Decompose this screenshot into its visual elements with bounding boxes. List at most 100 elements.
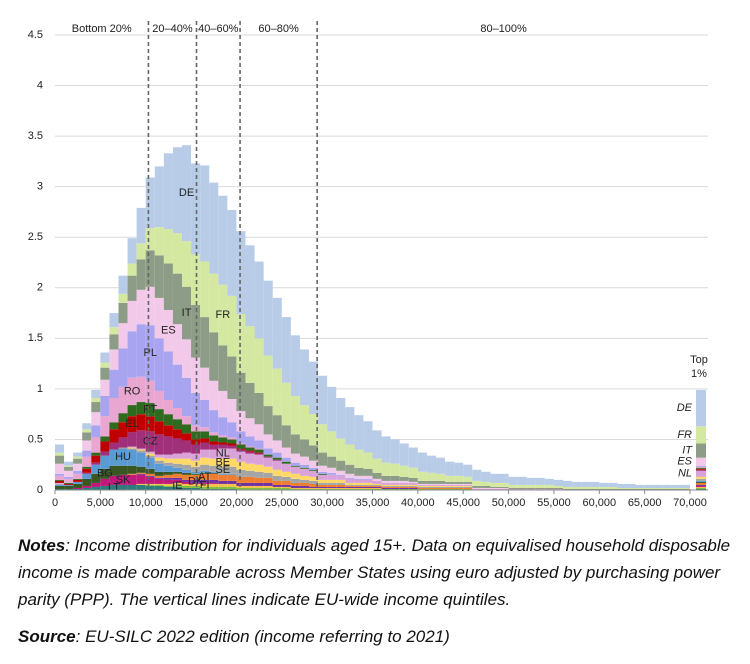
bar-segment <box>426 483 436 485</box>
bar-segment <box>91 486 101 490</box>
bar-segment <box>73 456 83 459</box>
bar-segment <box>245 446 255 448</box>
bar-segment <box>345 464 355 474</box>
bar-segment <box>463 476 473 482</box>
bar-segment <box>172 438 182 454</box>
bar-segment <box>136 430 146 449</box>
bar-segment <box>671 484 681 488</box>
bar-segment <box>363 487 373 489</box>
bar-segment <box>200 427 210 432</box>
bar-segment <box>163 454 173 459</box>
bar-segment <box>136 207 146 244</box>
bar-segment <box>227 488 237 490</box>
bar-segment <box>263 457 273 467</box>
bar-segment <box>91 425 101 438</box>
bar-segment <box>245 487 255 490</box>
bar-segment <box>182 479 192 482</box>
bar-segment <box>55 452 65 456</box>
bar-segment <box>118 484 128 490</box>
country-label: PL <box>144 347 157 359</box>
bar-segment <box>309 470 319 477</box>
top1-segment <box>696 465 706 467</box>
bar-segment <box>200 464 210 471</box>
bar-segment <box>272 460 282 470</box>
bar-segment <box>671 488 681 490</box>
bar-segment <box>91 473 101 483</box>
bar-segment <box>182 416 192 425</box>
bar-segment <box>245 447 255 451</box>
bar-segment <box>127 484 137 490</box>
bar-segment <box>318 452 328 466</box>
bar-segment <box>472 488 482 490</box>
bar-segment <box>127 474 137 485</box>
bar-segment <box>490 482 500 487</box>
bar-segment <box>553 488 563 490</box>
bar-segment <box>454 488 464 490</box>
bar-segment <box>172 273 182 325</box>
bar-segment <box>91 455 101 463</box>
bar-segment <box>372 485 382 487</box>
bar-segment <box>227 443 237 446</box>
bar-segment <box>426 485 436 487</box>
bar-segment <box>363 484 373 486</box>
bar-segment <box>336 488 346 490</box>
bar-segment <box>481 471 491 482</box>
bar-segment <box>191 425 201 432</box>
bar-segment <box>263 482 273 486</box>
bar-segment <box>454 485 464 487</box>
bar-segment <box>345 444 355 465</box>
bar-segment <box>254 424 264 441</box>
bar-segment <box>445 488 455 490</box>
bar-segment <box>318 482 328 485</box>
bar-segment <box>254 392 264 425</box>
bar-segment <box>544 488 554 490</box>
bar-segment <box>91 412 101 426</box>
bar-segment <box>263 472 273 478</box>
bar-segment <box>272 484 282 487</box>
bar-segment <box>581 488 591 490</box>
bar-segment <box>662 484 672 488</box>
bar-segment <box>426 472 436 481</box>
bar-segment <box>290 434 300 454</box>
bar-segment <box>118 437 128 448</box>
bar-segment <box>272 440 282 453</box>
bar-segment <box>653 484 663 488</box>
x-tick-label: 70,000 <box>673 497 707 509</box>
bar-segment <box>100 436 110 442</box>
bar-segment <box>463 488 473 490</box>
bar-segment <box>363 485 373 487</box>
bar-segment <box>436 457 446 474</box>
bar-segment <box>209 458 219 466</box>
bar-segment <box>118 474 128 485</box>
bar-segment <box>281 480 291 485</box>
bar-segment <box>182 286 192 340</box>
bar-segment <box>390 463 400 476</box>
bar-segment <box>309 361 319 415</box>
bar-segment <box>64 482 74 484</box>
bar-segment <box>417 471 427 481</box>
bar-segment <box>191 460 201 467</box>
bar-segment <box>327 482 337 485</box>
bar-segment <box>118 323 128 349</box>
bar-segment <box>218 486 228 489</box>
bar-segment <box>263 487 273 490</box>
bar-segment <box>55 480 65 483</box>
bar-segment <box>245 436 255 447</box>
bar-segment <box>218 442 228 445</box>
country-label: SE <box>215 464 230 476</box>
bar-segment <box>526 477 536 485</box>
bar-segment <box>182 458 192 465</box>
bar-segment <box>73 470 83 474</box>
country-label: FR <box>215 309 230 321</box>
bar-segment <box>218 480 228 484</box>
bar-segment <box>100 455 110 469</box>
bar-segment <box>354 485 364 487</box>
bar-segment <box>127 448 137 450</box>
bar-segment <box>145 325 155 381</box>
bar-segment <box>680 488 690 490</box>
bar-segment <box>55 488 65 490</box>
bar-segment <box>644 487 654 489</box>
bar-segment <box>390 484 400 486</box>
y-tick-label: 3.5 <box>28 130 43 142</box>
bar-segment <box>617 483 627 488</box>
